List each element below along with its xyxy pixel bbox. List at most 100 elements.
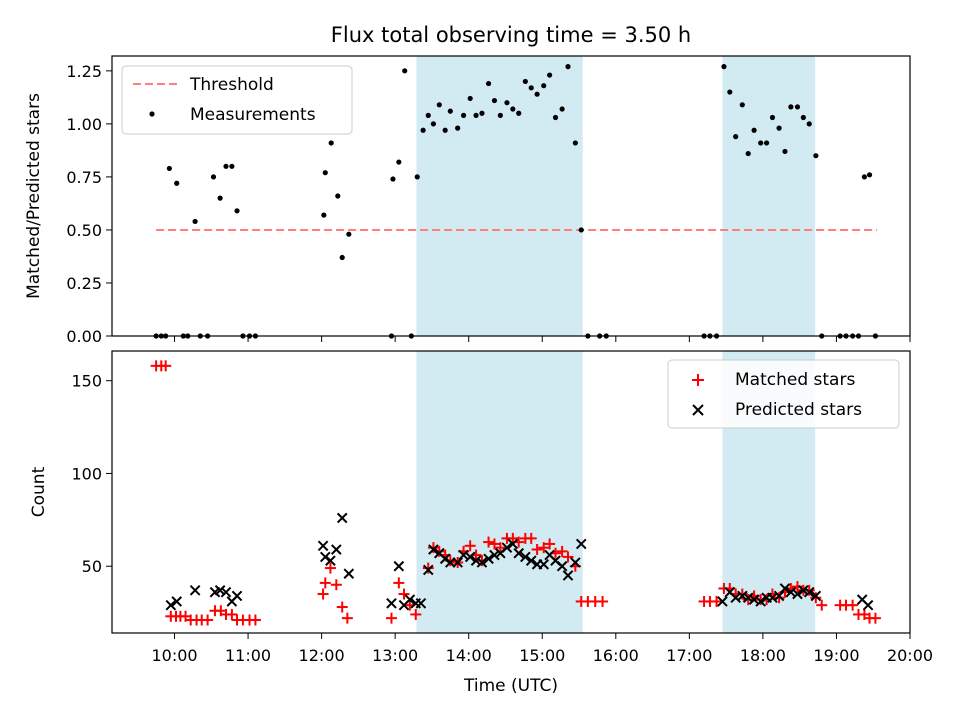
- top-y-tick-label: 0.00: [66, 327, 102, 346]
- predicted-star-marker: [476, 557, 488, 568]
- predicted-star-marker: [386, 598, 397, 609]
- top-shaded-spans: [416, 56, 816, 336]
- predicted-star-marker: [575, 538, 587, 550]
- measurement-point: [733, 134, 739, 140]
- matched-star-marker: [317, 588, 329, 600]
- predicted-star-marker: [439, 553, 451, 565]
- predicted-star-marker: [489, 549, 500, 561]
- bottom-y-axis-label: Count: [29, 466, 49, 517]
- top-y-tick-label: 0.25: [66, 274, 102, 293]
- measurement-point: [751, 127, 757, 133]
- predicted-star-marker: [562, 570, 574, 581]
- predicted-star-marker: [755, 596, 767, 607]
- x-tick-label: 17:00: [666, 646, 712, 665]
- measurement-point: [739, 102, 745, 108]
- measurement-point: [321, 212, 327, 218]
- matched-star-marker: [336, 601, 348, 613]
- measurement-point: [414, 174, 420, 180]
- matched-star-marker: [847, 599, 859, 611]
- matched-stars-legend-swatch: [692, 374, 704, 386]
- threshold-legend-label: Threshold: [189, 75, 274, 95]
- predicted-star-marker: [189, 585, 201, 596]
- predicted-star-marker: [570, 557, 581, 568]
- x-tick-label: 14:00: [446, 646, 492, 665]
- measurement-point: [436, 102, 442, 108]
- top-y-tick-label: 1.25: [66, 62, 102, 81]
- x-tick-label: 20:00: [887, 646, 933, 665]
- measurement-point: [166, 165, 172, 172]
- top-y-tick-label: 1.00: [66, 115, 102, 134]
- x-tick-label: 18:00: [740, 646, 786, 665]
- bot-y-tick-label: 50: [82, 557, 102, 576]
- chart-title: Flux total observing time = 3.50 h: [331, 23, 691, 47]
- predicted-star-marker: [343, 568, 355, 579]
- predicted-star-marker: [556, 560, 568, 572]
- matched-star-marker: [803, 584, 815, 596]
- predicted-star-marker: [810, 590, 822, 602]
- measurement-point: [402, 68, 408, 74]
- bot-shaded-span-0: [416, 351, 583, 633]
- measurement-point: [328, 140, 334, 146]
- predicted-star-marker: [501, 542, 513, 553]
- predicted-star-marker: [507, 538, 519, 550]
- predicted-stars-legend-label: Predicted stars: [735, 400, 862, 420]
- measurement-point: [390, 176, 396, 182]
- measurement-point: [420, 127, 426, 133]
- measurement-point: [534, 91, 540, 97]
- matched-star-marker: [597, 595, 609, 607]
- predicted-star-marker: [862, 599, 874, 611]
- predicted-star-marker: [525, 555, 537, 566]
- measurement-point: [721, 64, 727, 70]
- measurement-point: [788, 104, 794, 110]
- measurement-point: [447, 108, 453, 114]
- matched-star-marker: [810, 592, 822, 604]
- matched-star-marker: [531, 544, 543, 556]
- top-axes: 0.00 0.25 0.50 0.75 1.00 1.25: [66, 62, 911, 346]
- x-tick-label: 11:00: [225, 646, 271, 665]
- matched-star-marker: [226, 608, 238, 620]
- matched-star-marker: [160, 360, 172, 372]
- predicted-star-marker: [231, 590, 243, 602]
- measurement-point: [510, 106, 516, 112]
- x-tick-label: 15:00: [519, 646, 565, 665]
- measurement-point: [234, 208, 240, 214]
- measurement-point: [223, 163, 229, 169]
- predicted-star-marker: [464, 551, 476, 563]
- matched-star-marker: [324, 562, 336, 574]
- measurement-point: [745, 150, 751, 157]
- predicted-star-marker: [422, 564, 434, 576]
- x-tick-label: 19:00: [813, 646, 859, 665]
- measurement-point: [504, 100, 510, 106]
- matched-star-marker: [869, 612, 881, 624]
- measurement-point: [339, 254, 345, 261]
- x-tick-label: 13:00: [372, 646, 418, 665]
- measurement-point: [442, 127, 448, 133]
- matched-star-marker: [249, 614, 261, 626]
- measurement-point: [174, 180, 180, 186]
- measurement-point: [460, 112, 467, 118]
- matched-star-marker: [427, 542, 439, 554]
- measurement-point: [782, 148, 788, 155]
- bottom-count-markers: [150, 360, 881, 626]
- measurement-point: [763, 140, 770, 146]
- matched-star-marker: [341, 612, 353, 624]
- matched-star-marker: [742, 594, 754, 606]
- predicted-star-marker: [428, 544, 439, 555]
- matched-star-marker: [464, 540, 476, 552]
- measurement-point: [491, 97, 498, 104]
- measurement-point: [217, 195, 223, 201]
- matched-star-marker: [202, 614, 214, 626]
- measurements-legend-swatch: [149, 111, 155, 117]
- matched-star-marker: [319, 577, 331, 589]
- predicted-star-marker: [452, 557, 463, 568]
- predicted-stars-legend-swatch: [692, 404, 704, 416]
- predicted-star-marker: [331, 544, 342, 555]
- matched-star-marker: [488, 538, 500, 550]
- measurement-point: [485, 80, 492, 87]
- predicted-star-marker: [319, 551, 331, 563]
- measurement-point: [192, 218, 198, 225]
- matched-star-marker: [507, 532, 519, 544]
- measurement-point: [516, 110, 522, 116]
- matched-star-marker: [483, 536, 495, 548]
